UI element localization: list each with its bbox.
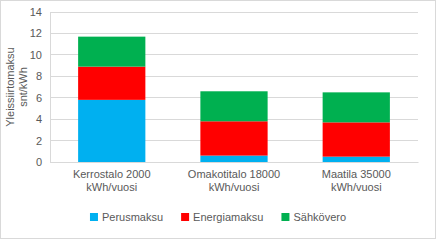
bar	[200, 156, 267, 162]
bar	[78, 100, 145, 162]
grid-line	[50, 33, 418, 34]
legend-swatch	[181, 213, 189, 221]
y-axis-title-line: Yleissiirtomaksu	[4, 47, 16, 126]
y-tick-label: 12	[30, 27, 42, 39]
x-tick-label-line: Kerrostalo 2000	[73, 168, 151, 180]
x-tick: Kerrostalo 2000kWh/vuosi	[73, 162, 151, 193]
y-tick: 14	[30, 6, 50, 18]
legend-label: Energiamaksu	[193, 211, 263, 223]
chart: 02468101214Kerrostalo 2000kWh/vuosiOmako…	[0, 0, 436, 239]
x-tick: Omakotitalo 18000kWh/vuosi	[188, 162, 280, 193]
legend-item: Energiamaksu	[181, 211, 263, 223]
x-tick-label-line: kWh/vuosi	[331, 181, 382, 193]
legend-label: Sähkövero	[293, 211, 346, 223]
y-tick-label: 2	[36, 135, 42, 147]
grid	[50, 12, 418, 162]
x-tick-label: Maatila 35000kWh/vuosi	[322, 168, 391, 193]
y-tick-label: 8	[36, 70, 42, 82]
x-tick-label-line: Omakotitalo 18000	[188, 168, 280, 180]
x-tick-label: Omakotitalo 18000kWh/vuosi	[188, 168, 280, 193]
x-tick-label-line: kWh/vuosi	[209, 181, 260, 193]
y-tick-label: 6	[36, 92, 42, 104]
bar	[323, 122, 390, 156]
x-tick-label-line: kWh/vuosi	[86, 181, 137, 193]
bar	[200, 121, 267, 155]
y-tick: 12	[30, 27, 50, 39]
y-axis-line	[50, 13, 51, 163]
y-tick: 8	[36, 70, 50, 82]
bar	[78, 67, 145, 100]
legend-label: Perusmaksu	[102, 211, 163, 223]
y-tick-label: 4	[36, 113, 42, 125]
legend-item: Sähkövero	[281, 211, 346, 223]
chart-frame	[1, 1, 436, 239]
bar	[200, 91, 267, 121]
y-tick-label: 10	[30, 49, 42, 61]
legend-swatch	[281, 213, 289, 221]
legend-swatch	[90, 213, 98, 221]
x-tick-label: Kerrostalo 2000kWh/vuosi	[73, 168, 151, 193]
legend-item: Perusmaksu	[90, 211, 163, 223]
grid-line	[50, 12, 418, 13]
x-tick: Maatila 35000kWh/vuosi	[322, 162, 391, 193]
plot: 02468101214Kerrostalo 2000kWh/vuosiOmako…	[30, 6, 419, 193]
y-axis-title-line: snt/kWh	[17, 67, 29, 107]
bars	[78, 37, 390, 162]
x-axis-line	[51, 162, 419, 163]
legend: Perusmaksu Energiamaksu Sähkövero	[90, 211, 346, 223]
y-axis-title: Yleissiirtomaksusnt/kWh	[4, 47, 29, 126]
series	[78, 67, 390, 157]
bar	[323, 157, 390, 162]
series	[78, 37, 390, 123]
x-tick-label-line: Maatila 35000	[322, 168, 391, 180]
y-tick: 4	[36, 113, 50, 125]
y-tick-label: 0	[36, 156, 42, 168]
y-tick: 10	[30, 49, 50, 61]
y-tick: 0	[36, 156, 50, 168]
bar	[78, 37, 145, 67]
y-tick: 2	[36, 135, 50, 147]
bar	[323, 92, 390, 122]
y-tick: 6	[36, 92, 50, 104]
x-axis: Kerrostalo 2000kWh/vuosiOmakotitalo 1800…	[51, 162, 419, 193]
y-axis: 0 2 4 6 8 10 12 14	[30, 6, 51, 168]
y-tick-label: 14	[30, 6, 42, 18]
